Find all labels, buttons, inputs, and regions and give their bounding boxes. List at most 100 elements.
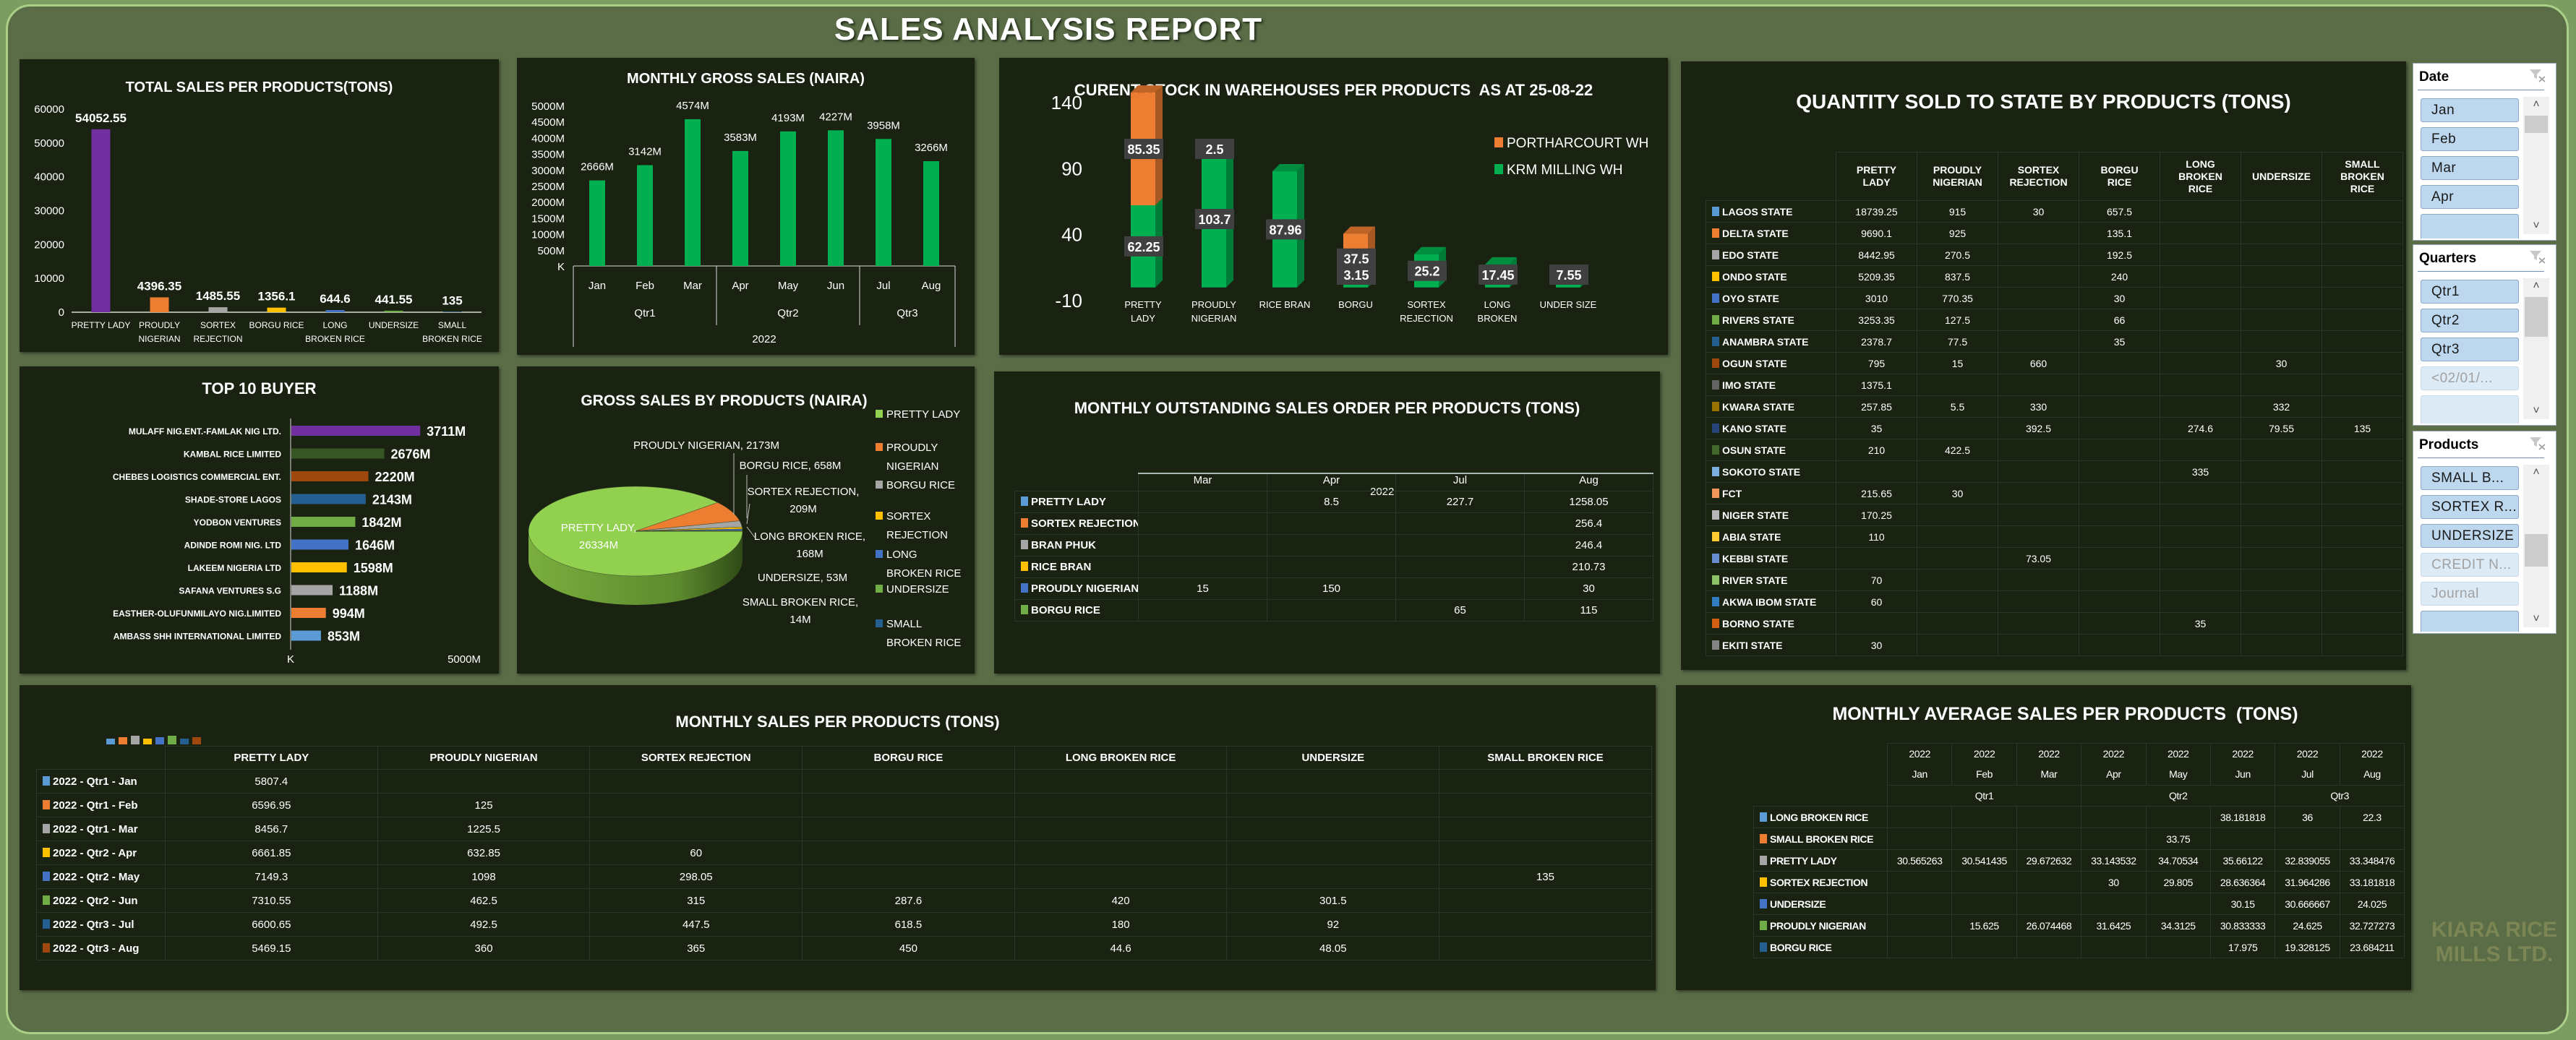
chevron-up-icon[interactable]: ˄ xyxy=(2533,98,2540,111)
table-cell xyxy=(2079,612,2160,635)
table-row: KWARA STATE 257.85 5.5 330 332 xyxy=(1706,395,2403,418)
legend-swatch xyxy=(1712,249,1719,259)
slicer-item-partial[interactable] xyxy=(2421,214,2519,238)
slicer-item[interactable]: Journal xyxy=(2421,582,2519,606)
table-cell: 392.5 xyxy=(1998,417,2079,439)
table-cell xyxy=(2322,460,2403,483)
legend-swatch xyxy=(1712,553,1719,563)
slicer-item[interactable]: Qtr1 xyxy=(2421,280,2519,304)
table-cell: 30 xyxy=(1836,634,1917,656)
table-cell xyxy=(2160,569,2241,591)
table-cell xyxy=(2079,634,2160,656)
buyer-label: AMBASS SHH INTERNATIONAL LIMITED xyxy=(114,632,282,642)
data-label: 3142M xyxy=(628,145,662,158)
row-label-text: BRAN PHUK xyxy=(1031,538,1096,551)
clear-filter-icon[interactable] xyxy=(2528,249,2547,264)
row-label-text: 2022 - Qtr1 - Jan xyxy=(53,775,137,788)
data-label: 135 xyxy=(442,293,462,307)
table-cell: 30 xyxy=(1524,577,1653,600)
text-line: BORGU RICE xyxy=(249,320,304,330)
table-cell xyxy=(1998,460,2079,483)
text-line: 209M xyxy=(790,503,817,515)
table-cell: 35 xyxy=(2160,612,2241,635)
row-label: NIGER STATE xyxy=(1706,504,1836,526)
bar xyxy=(291,448,385,459)
text-line: SORTEX xyxy=(1407,299,1446,310)
data-label: 1356.1 xyxy=(258,290,296,304)
legend-swatch xyxy=(1712,444,1719,455)
mini-bar xyxy=(131,736,140,744)
row-label: RIVERS STATE xyxy=(1706,309,1836,331)
chevron-up-icon[interactable]: ˄ xyxy=(2533,466,2540,478)
legend-swatch xyxy=(1021,496,1028,506)
table-cell xyxy=(589,793,803,817)
chevron-down-icon[interactable]: ˅ xyxy=(2533,405,2540,417)
slicer-item[interactable]: UNDERSIZE xyxy=(2421,524,2519,548)
panel-title: MONTHLY SALES PER PRODUCTS (TONS) xyxy=(675,713,1000,731)
chevron-down-icon[interactable]: ˅ xyxy=(2533,220,2540,232)
table-cell xyxy=(1226,817,1440,841)
text-line: SORTEX xyxy=(200,320,236,330)
clear-filter-icon[interactable] xyxy=(2528,68,2547,82)
row-label: 2022 - Qtr2 - Jun xyxy=(36,888,166,913)
slicer-item[interactable]: SORTEX R... xyxy=(2421,495,2519,519)
table-cell: 92 xyxy=(1226,912,1440,937)
table-cell: 30.833333 xyxy=(2209,914,2276,937)
table-row: BORGU RICE 17.975 19.328125 23.684211 xyxy=(1753,936,2405,958)
slicer-item[interactable]: Qtr3 xyxy=(2421,338,2519,361)
row-label-text: DELTA STATE xyxy=(1722,227,1789,239)
slicer-item[interactable]: SMALL B... xyxy=(2421,466,2519,490)
slicer-scrollbar[interactable]: ˄ ˅ xyxy=(2523,465,2549,627)
clear-filter-icon[interactable] xyxy=(2528,436,2547,450)
slicer-item[interactable]: Mar xyxy=(2421,156,2519,180)
table-cell: 170.25 xyxy=(1836,504,1917,526)
slicer-item-partial[interactable] xyxy=(2421,611,2519,632)
table-row: BORNO STATE 35 xyxy=(1706,612,2403,635)
chevron-down-icon[interactable]: ˅ xyxy=(2533,613,2540,625)
scrollbar-thumb[interactable] xyxy=(2525,534,2548,567)
table-cell: 35 xyxy=(1836,417,1917,439)
table-row: EKITI STATE 30 xyxy=(1706,634,2403,656)
pie-data-label: PRETTY LADY, 26334M xyxy=(561,522,637,551)
table-cell xyxy=(2241,374,2322,396)
legend-swatch xyxy=(1712,510,1719,520)
x-tick-label: SMALL BROKEN RICE xyxy=(422,320,482,344)
row-label: KWARA STATE xyxy=(1706,395,1836,418)
current-stock-chart: CURENT STOCK IN WAREHOUSES PER PRODUCTS … xyxy=(999,58,1668,355)
scrollbar-thumb[interactable] xyxy=(2525,116,2548,133)
row-label-text: 2022 - Qtr3 - Jul xyxy=(53,918,134,931)
chart-title: GROSS SALES BY PRODUCTS (NAIRA) xyxy=(581,392,868,409)
legend-label: UNDERSIZE xyxy=(886,583,949,596)
slicer-scrollbar[interactable]: ˄ ˅ xyxy=(2523,278,2549,419)
row-label: ANAMBRA STATE xyxy=(1706,330,1836,353)
table-cell xyxy=(2160,482,2241,504)
data-label: 2143M xyxy=(372,493,412,507)
slicer-item[interactable]: Qtr2 xyxy=(2421,309,2519,332)
slicer-item[interactable]: Jan xyxy=(2421,98,2519,122)
table-row: NIGER STATE 170.25 xyxy=(1706,504,2403,526)
row-label: EDO STATE xyxy=(1706,244,1836,266)
table-cell xyxy=(2241,330,2322,353)
text-line: SMALL BROKEN RICE, xyxy=(743,596,858,609)
table-cell: 210.73 xyxy=(1524,555,1653,578)
chevron-up-icon[interactable]: ˄ xyxy=(2533,280,2540,292)
text-line: PROUDLY xyxy=(1191,299,1236,310)
slicer-item-partial[interactable] xyxy=(2421,395,2519,424)
slicer-scrollbar[interactable]: ˄ ˅ xyxy=(2523,97,2549,234)
table-row: 2022 - Qtr2 - Jun 7310.55 462.5 315 287.6 420… xyxy=(36,888,1652,913)
slicer-item[interactable]: Apr xyxy=(2421,185,2519,209)
table-cell xyxy=(377,769,591,794)
scrollbar-thumb[interactable] xyxy=(2525,297,2548,337)
table-cell: 23.684211 xyxy=(2339,936,2405,958)
table-row: 2022 - Qtr1 - Feb 6596.95 125 xyxy=(36,793,1652,817)
table-cell: 34.70534 xyxy=(2145,849,2211,872)
text-line: RICE BRAN xyxy=(1259,299,1311,310)
column-header: BORGU RICE xyxy=(2079,152,2160,201)
slicer-item[interactable]: CREDIT N... xyxy=(2421,553,2519,577)
table-cell xyxy=(2322,244,2403,266)
table-cell: 210 xyxy=(1836,439,1917,461)
legend-label: LONG BROKEN RICE xyxy=(886,549,961,580)
slicer-item[interactable]: <02/01/... xyxy=(2421,366,2519,390)
y-tick-label: 4000M xyxy=(531,132,565,145)
slicer-item[interactable]: Feb xyxy=(2421,127,2519,151)
